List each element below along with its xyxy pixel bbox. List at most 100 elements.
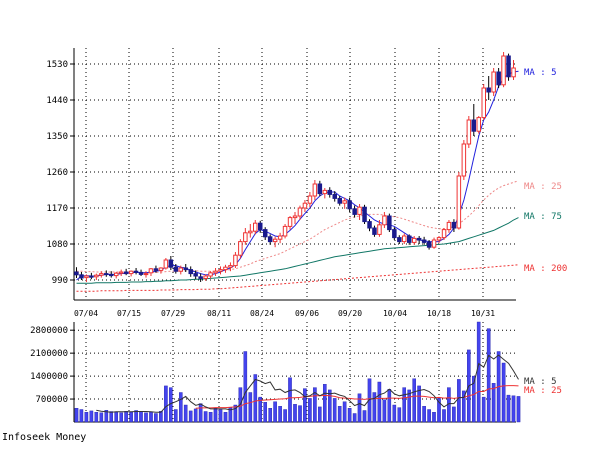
volume-bar <box>258 396 263 423</box>
candle-body <box>238 241 243 256</box>
volume-bar <box>357 393 362 423</box>
volume-bar <box>313 387 317 423</box>
volume-bar <box>412 378 417 423</box>
volume-bar <box>119 412 123 423</box>
candle-body <box>292 215 298 219</box>
volume-bar <box>337 406 342 423</box>
volume-bar <box>208 412 213 423</box>
volume-bar <box>392 404 397 423</box>
candle-body <box>327 189 332 195</box>
candle-body <box>461 143 467 177</box>
candle-body <box>491 71 496 93</box>
volume-bar <box>427 409 431 423</box>
x-tick-label: 08/11 <box>207 309 231 318</box>
volume-bar <box>352 413 357 423</box>
candle-body <box>277 235 283 240</box>
candle-body <box>228 265 233 268</box>
candle-body <box>471 119 476 132</box>
volume-bar <box>481 396 486 423</box>
volume-bar <box>303 388 307 423</box>
candle-body <box>287 217 293 227</box>
candle-body <box>392 229 397 239</box>
volume-bar <box>417 385 421 423</box>
volume-y-tick-label: 2800000 <box>30 326 68 336</box>
volume-bar <box>268 408 273 423</box>
candle-body <box>243 232 248 243</box>
candle-body <box>203 275 208 279</box>
candle-body <box>347 200 352 210</box>
x-tick-label: 10/04 <box>383 309 407 318</box>
price-y-tick-label: 1080 <box>46 240 68 250</box>
candle-body <box>421 239 427 243</box>
candle-body <box>198 276 203 279</box>
candle-body <box>312 183 318 197</box>
candle-body <box>123 271 129 275</box>
volume-bar <box>223 412 228 423</box>
volume-bar <box>173 409 178 423</box>
volume-bar <box>203 411 208 423</box>
volume-ma-label: MA : 25 <box>524 386 562 396</box>
candle-body <box>332 193 337 199</box>
candle-body <box>253 222 258 232</box>
volume-bar <box>491 383 496 423</box>
candle-body <box>223 266 228 271</box>
candle-body <box>173 266 179 272</box>
x-tick-label: 10/18 <box>427 309 451 318</box>
candle-body <box>451 221 457 229</box>
volume-bar <box>99 412 104 423</box>
volume-bar <box>293 404 297 423</box>
candle-body <box>128 270 134 275</box>
candle-body <box>158 267 164 271</box>
footer-brand: Infoseek Money <box>2 432 87 443</box>
candle-body <box>506 55 511 78</box>
candle-body <box>208 272 213 277</box>
candle-body <box>213 270 218 274</box>
volume-bar <box>332 398 337 423</box>
volume-bar <box>233 404 238 423</box>
candle-body <box>248 230 253 234</box>
price-ma-label: MA : 25 <box>524 182 562 192</box>
volume-bar <box>407 389 412 423</box>
volume-bar <box>457 379 461 423</box>
candle-body <box>317 183 323 195</box>
volume-bar <box>94 412 99 423</box>
candle-body <box>322 189 328 195</box>
candle-body <box>412 237 417 243</box>
candle-body <box>163 259 169 269</box>
volume-bar <box>188 410 193 423</box>
volume-ma25-line <box>195 385 519 409</box>
candle-body <box>446 221 452 231</box>
volume-ma5-line <box>96 354 519 413</box>
volume-bar <box>476 321 481 423</box>
candle-body <box>153 268 159 271</box>
ma5-line <box>76 70 519 281</box>
volume-bar <box>516 396 521 423</box>
volume-bar <box>144 412 148 423</box>
price-y-tick-label: 1530 <box>46 60 68 70</box>
candle-body <box>133 270 139 273</box>
volume-bar <box>506 394 511 423</box>
candle-body <box>148 268 154 274</box>
volume-bar <box>139 411 143 423</box>
candle-body <box>302 202 308 209</box>
candle-body <box>372 227 377 235</box>
volume-bar <box>432 412 436 423</box>
price-y-tick-label: 990 <box>52 276 68 286</box>
candle-body <box>258 222 263 231</box>
candle-body <box>138 271 144 275</box>
candle-body <box>367 221 372 229</box>
candle-body <box>476 117 481 132</box>
candle-body <box>436 237 442 241</box>
volume-y-tick-label: 700000 <box>35 395 68 405</box>
volume-bar <box>288 377 292 423</box>
candle-body <box>104 273 109 276</box>
volume-bar <box>422 406 426 423</box>
price-ma-label: MA : 5 <box>524 68 557 78</box>
volume-bar <box>79 409 84 423</box>
candle-body <box>109 273 114 277</box>
price-y-tick-label: 1350 <box>46 132 68 142</box>
candle-body <box>431 239 437 248</box>
candle-body <box>486 87 491 93</box>
volume-bar <box>124 411 128 423</box>
